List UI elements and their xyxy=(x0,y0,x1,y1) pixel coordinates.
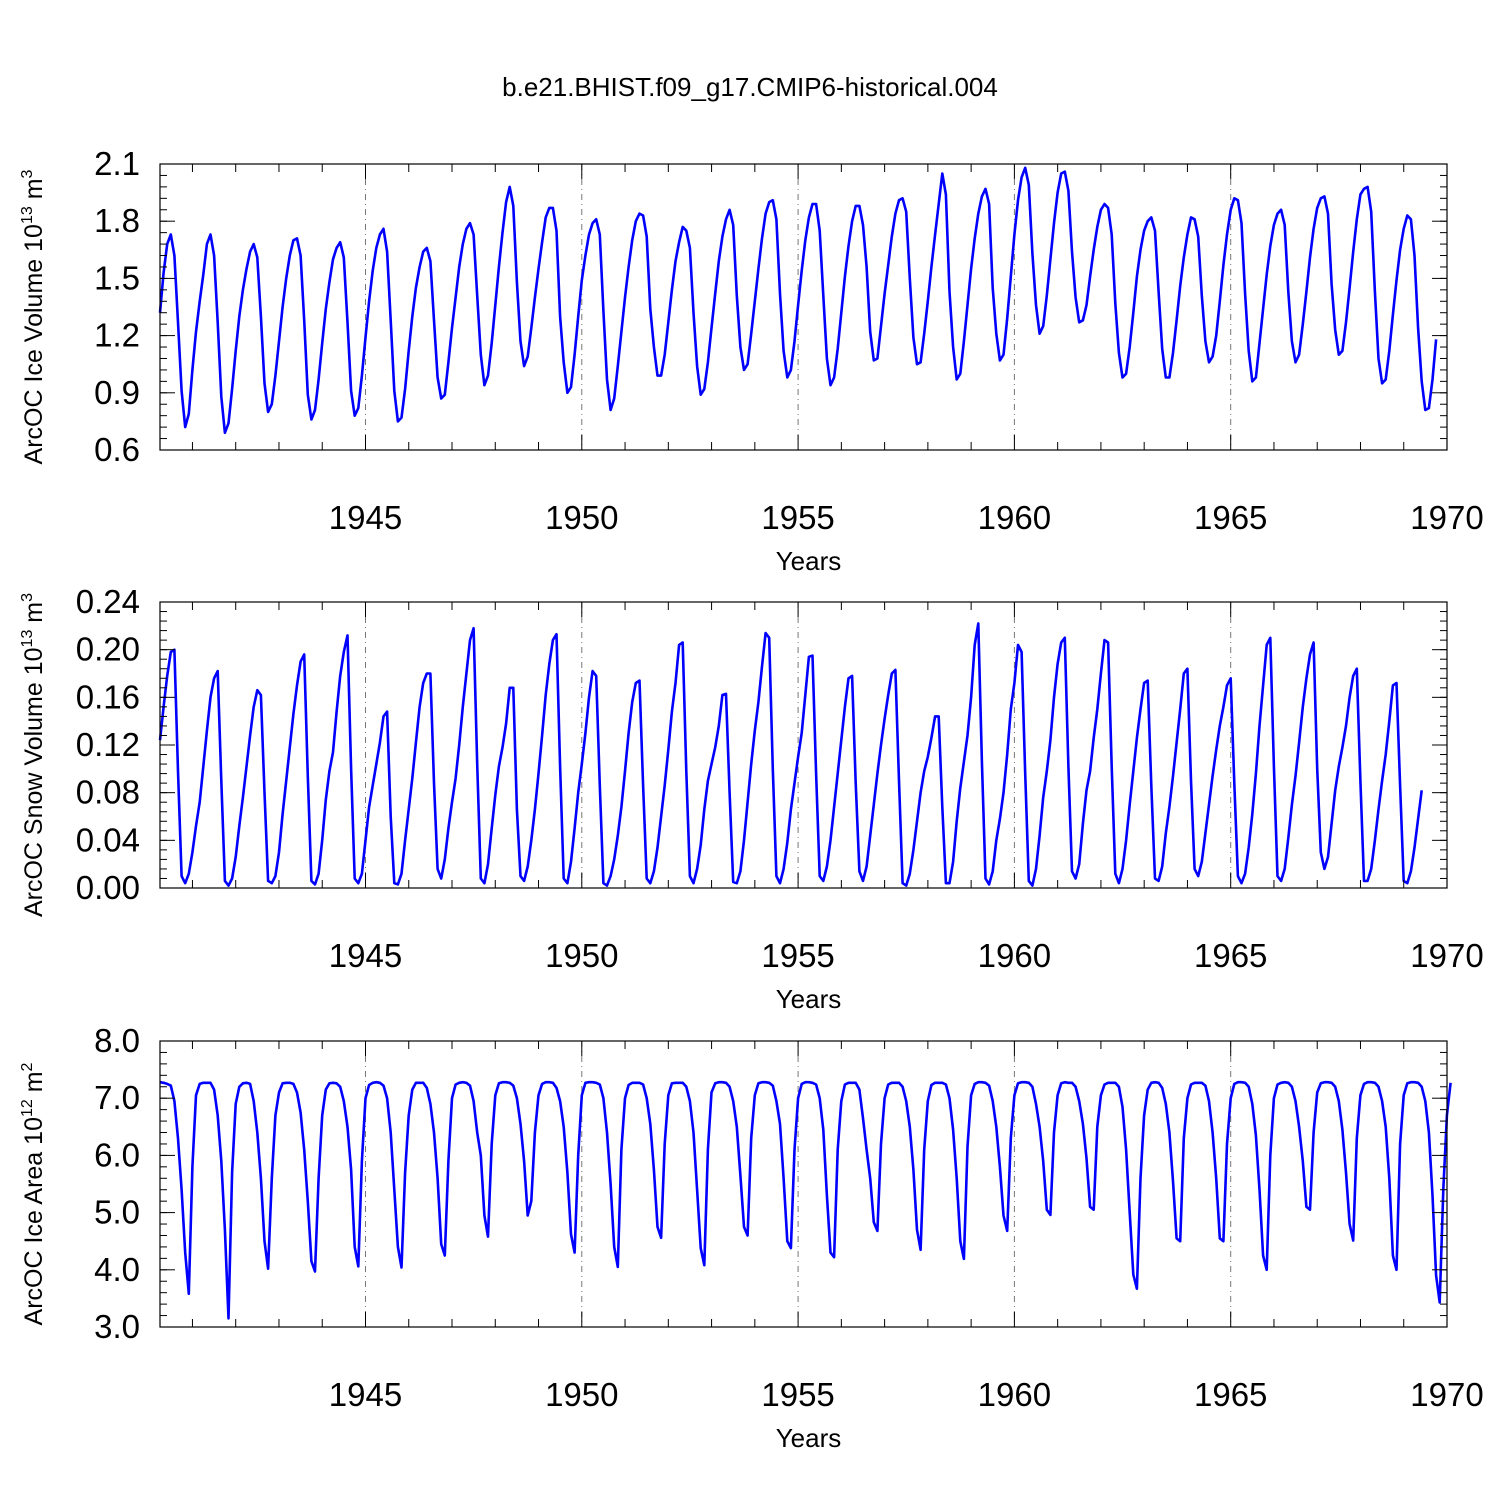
snow-volume-ytick-label: 0.00 xyxy=(76,869,140,906)
snow-volume-x-axis-label: Years xyxy=(776,984,842,1014)
panel-ice-area: 3.0 4.0 5.0 6.0 7.0 8.0 1945 1950 1955 1960 1965 1… xyxy=(19,1022,1484,1453)
ice-volume-series-line xyxy=(158,166,1438,435)
figure-title: b.e21.BHIST.f09_g17.CMIP6-historical.004 xyxy=(502,72,998,102)
ice-area-xtick-label: 1960 xyxy=(978,1376,1051,1413)
ice-area-xtick-label: 1955 xyxy=(761,1376,834,1413)
ice-area-ytick-label: 3.0 xyxy=(94,1308,140,1345)
ice-volume-ytick-label: 1.2 xyxy=(94,317,140,354)
ice-area-series-line xyxy=(159,1080,1452,1320)
ice-area-xtick-label: 1950 xyxy=(545,1376,618,1413)
ice-volume-xtick-label: 1950 xyxy=(545,499,618,536)
ice-area-ytick-label: 4.0 xyxy=(94,1251,140,1288)
panel-snow-volume: 0.00 0.04 0.08 0.12 0.16 0.20 0.24 1945 1950 195… xyxy=(19,583,1484,1014)
ice-area-xtick-label: 1945 xyxy=(329,1376,402,1413)
snow-volume-xtick-label: 1950 xyxy=(545,937,618,974)
ice-area-xtick-label: 1970 xyxy=(1410,1376,1483,1413)
snow-volume-xtick-label: 1965 xyxy=(1194,937,1267,974)
snow-volume-xtick-label: 1955 xyxy=(761,937,834,974)
ice-area-plot-frame xyxy=(159,1040,1448,1328)
ice-volume-xtick-label: 1955 xyxy=(761,499,834,536)
ice-area-xtick-label: 1965 xyxy=(1194,1376,1267,1413)
ice-volume-ytick-label: 1.8 xyxy=(94,202,140,239)
snow-volume-xtick-label: 1945 xyxy=(329,937,402,974)
snow-volume-ytick-label: 0.12 xyxy=(76,726,140,763)
ice-volume-ytick-label: 1.5 xyxy=(94,259,140,296)
ice-volume-ytick-label: 0.9 xyxy=(94,374,140,411)
snow-volume-ytick-label: 0.24 xyxy=(76,583,140,620)
ice-area-ytick-label: 6.0 xyxy=(94,1136,140,1173)
ice-volume-ytick-label: 0.6 xyxy=(94,431,140,468)
snow-volume-xtick-label: 1970 xyxy=(1410,937,1483,974)
snow-volume-xtick-label: 1960 xyxy=(978,937,1051,974)
snow-volume-ytick-label: 0.16 xyxy=(76,678,140,715)
ice-area-x-axis-label: Years xyxy=(776,1423,842,1453)
ice-volume-x-axis-label: Years xyxy=(776,546,842,576)
ice-area-ytick-label: 5.0 xyxy=(94,1194,140,1231)
ice-volume-plot-frame xyxy=(159,163,1448,451)
ice-area-ytick-label: 8.0 xyxy=(94,1022,140,1059)
ice-volume-xtick-label: 1960 xyxy=(978,499,1051,536)
ice-volume-y-axis-label: ArcOC Ice Volume 1013 m3 xyxy=(19,169,48,464)
snow-volume-plot-frame xyxy=(159,601,1448,889)
ice-volume-xtick-label: 1970 xyxy=(1410,499,1483,536)
panel-ice-volume: 0.6 0.9 1.2 1.5 1.8 2.1 1945 1950 1955 1960 1965 1… xyxy=(19,145,1484,576)
ice-area-ytick-label: 7.0 xyxy=(94,1079,140,1116)
snow-volume-ytick-label: 0.20 xyxy=(76,631,140,668)
ice-volume-xtick-label: 1945 xyxy=(329,499,402,536)
snow-volume-ytick-label: 0.08 xyxy=(76,774,140,811)
ice-volume-ytick-label: 2.1 xyxy=(94,145,140,182)
ice-volume-xtick-label: 1965 xyxy=(1194,499,1267,536)
snow-volume-ytick-label: 0.04 xyxy=(76,821,140,858)
ice-area-y-axis-label: ArcOC Ice Area 1012 m2 xyxy=(19,1062,48,1325)
snow-volume-y-axis-label: ArcOC Snow Volume 1013 m3 xyxy=(19,593,48,917)
snow-volume-series-line xyxy=(158,622,1423,887)
